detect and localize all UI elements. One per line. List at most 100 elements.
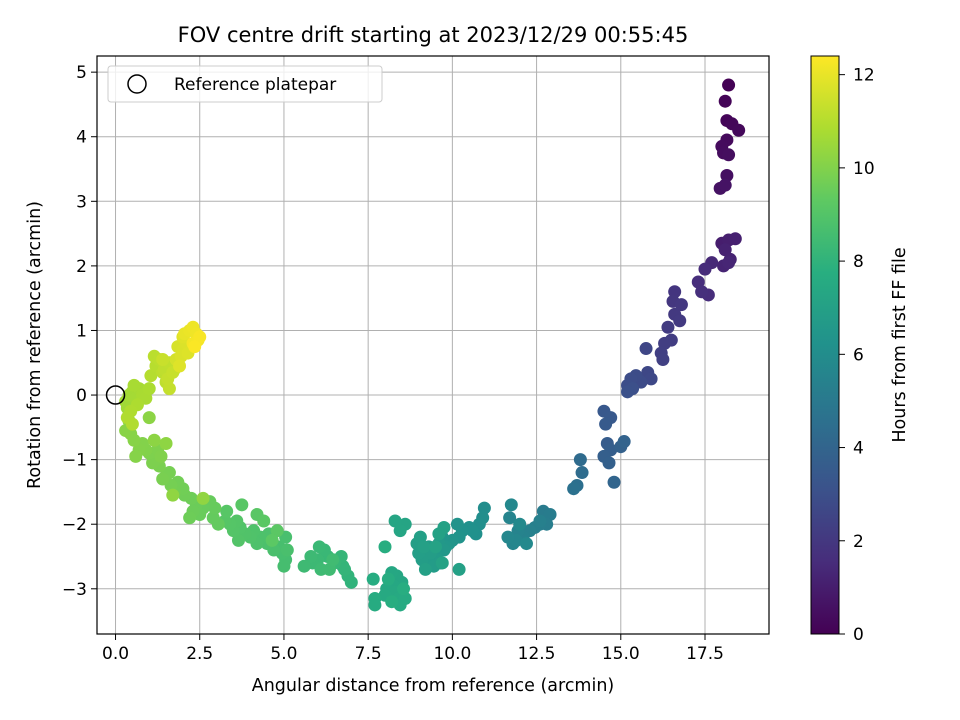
data-point bbox=[393, 524, 407, 538]
data-point bbox=[144, 369, 158, 383]
data-point bbox=[695, 285, 709, 299]
data-point bbox=[674, 298, 688, 312]
data-point bbox=[575, 466, 589, 480]
x-axis-ticks: 0.0 2.5 5.0 7.5 10.0 12.5 15.0 17.5 bbox=[102, 634, 724, 664]
data-point bbox=[188, 340, 202, 354]
legend-box bbox=[107, 65, 383, 103]
data-point bbox=[501, 530, 515, 544]
data-point bbox=[257, 514, 271, 528]
data-point bbox=[513, 517, 527, 531]
data-point bbox=[567, 482, 581, 496]
data-point bbox=[173, 359, 187, 373]
data-point bbox=[732, 123, 746, 137]
colorbar-tick-label: 4 bbox=[853, 439, 864, 459]
data-point bbox=[519, 537, 533, 551]
colorbar-tick-label: 12 bbox=[853, 66, 875, 86]
colorbar-tick-label: 0 bbox=[853, 625, 864, 645]
y-tick-label: 1 bbox=[76, 321, 87, 341]
data-point bbox=[533, 514, 547, 528]
data-point bbox=[385, 595, 399, 609]
data-point bbox=[599, 417, 613, 431]
legend-reference-marker bbox=[127, 74, 147, 94]
data-point bbox=[231, 533, 245, 547]
x-tick-label: 15.0 bbox=[602, 644, 640, 664]
data-point bbox=[673, 314, 687, 328]
y-tick-label: 5 bbox=[76, 63, 87, 83]
data-point bbox=[156, 472, 170, 486]
data-point bbox=[235, 498, 249, 512]
colorbar-tick-label: 2 bbox=[853, 532, 864, 552]
data-point bbox=[326, 553, 340, 567]
data-point bbox=[166, 488, 180, 502]
data-point bbox=[417, 540, 431, 554]
data-points bbox=[119, 78, 746, 612]
x-tick-label: 0.0 bbox=[102, 644, 129, 664]
data-point bbox=[129, 449, 143, 463]
data-point bbox=[142, 382, 156, 396]
data-point bbox=[718, 178, 732, 192]
data-point bbox=[698, 262, 712, 276]
data-point bbox=[125, 417, 139, 431]
data-point bbox=[617, 435, 631, 449]
data-point bbox=[381, 572, 395, 586]
legend: Reference platepar bbox=[107, 65, 383, 103]
data-point bbox=[661, 320, 675, 334]
data-point bbox=[312, 540, 326, 554]
data-point bbox=[280, 543, 294, 557]
legend-label: Reference platepar bbox=[174, 75, 336, 95]
colorbar-gradient bbox=[810, 55, 840, 635]
x-tick-label: 17.5 bbox=[686, 644, 724, 664]
data-point bbox=[722, 256, 736, 270]
data-point bbox=[720, 168, 734, 182]
data-point bbox=[338, 562, 352, 576]
data-point bbox=[639, 342, 653, 356]
data-point bbox=[388, 514, 402, 528]
data-point bbox=[503, 511, 517, 525]
data-point bbox=[429, 540, 443, 554]
data-point bbox=[206, 511, 220, 525]
data-point bbox=[602, 456, 616, 470]
data-point bbox=[156, 353, 170, 367]
data-point bbox=[607, 475, 621, 489]
data-point bbox=[504, 498, 518, 512]
data-point bbox=[722, 148, 736, 162]
data-point bbox=[418, 562, 432, 576]
y-tick-label: −3 bbox=[62, 580, 87, 600]
x-tick-label: 7.5 bbox=[355, 644, 382, 664]
x-tick-label: 10.0 bbox=[433, 644, 471, 664]
data-point bbox=[656, 353, 670, 367]
data-point bbox=[162, 382, 176, 396]
data-point bbox=[127, 378, 141, 392]
y-tick-label: −1 bbox=[62, 451, 87, 471]
y-tick-label: −2 bbox=[62, 515, 87, 535]
y-tick-label: 4 bbox=[76, 128, 87, 148]
x-tick-label: 5.0 bbox=[270, 644, 297, 664]
data-point bbox=[668, 285, 682, 299]
data-point bbox=[368, 598, 382, 612]
data-point bbox=[718, 243, 732, 257]
data-point bbox=[366, 572, 380, 586]
data-point bbox=[220, 504, 234, 518]
data-point bbox=[621, 385, 635, 399]
x-axis-label: Angular distance from reference (arcmin) bbox=[252, 676, 615, 696]
data-point bbox=[477, 501, 491, 515]
data-point bbox=[270, 524, 284, 538]
x-tick-label: 2.5 bbox=[186, 644, 213, 664]
y-tick-label: 3 bbox=[76, 192, 87, 212]
data-point bbox=[193, 330, 207, 344]
data-point bbox=[450, 517, 464, 531]
data-point bbox=[432, 527, 446, 541]
data-point bbox=[147, 433, 161, 447]
data-point bbox=[142, 411, 156, 425]
chart-title: FOV centre drift starting at 2023/12/29 … bbox=[178, 23, 689, 47]
y-axis-ticks: −3 −2 −1 0 1 2 3 4 5 bbox=[62, 63, 97, 600]
data-point bbox=[644, 372, 658, 386]
data-point bbox=[304, 550, 318, 564]
y-tick-label: 0 bbox=[76, 386, 87, 406]
data-point bbox=[718, 94, 732, 108]
data-point bbox=[573, 453, 587, 467]
data-point bbox=[183, 511, 197, 525]
reference-point bbox=[105, 385, 126, 405]
data-point bbox=[398, 591, 412, 605]
data-point bbox=[154, 449, 168, 463]
